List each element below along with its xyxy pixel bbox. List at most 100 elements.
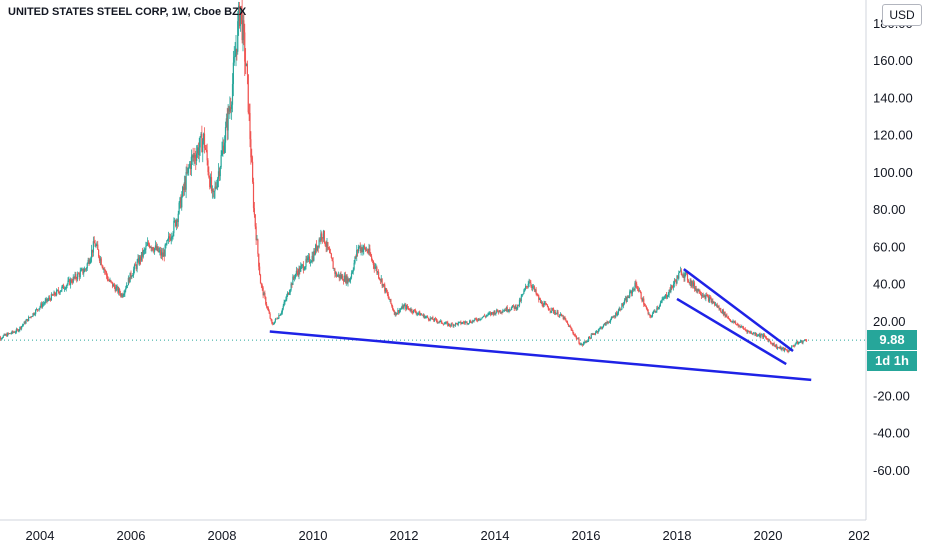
- candle-body: [440, 320, 442, 322]
- candle-body: [414, 310, 416, 313]
- candle-body: [287, 292, 289, 296]
- candle-body: [29, 316, 31, 318]
- candle-body: [145, 246, 147, 250]
- candle-body: [613, 316, 615, 318]
- candle-body: [358, 245, 360, 247]
- candle-body: [462, 322, 464, 324]
- candle-body: [160, 250, 162, 256]
- candle-body: [58, 291, 60, 294]
- candle-body: [562, 315, 564, 319]
- time-tick-label: 2008: [208, 528, 237, 543]
- candle-body: [411, 309, 413, 312]
- candle-body: [520, 296, 522, 302]
- candle-body: [203, 133, 205, 142]
- candle-body: [603, 323, 605, 325]
- candle-body: [226, 118, 228, 131]
- candle-body: [65, 285, 67, 289]
- candle-body: [672, 283, 675, 288]
- candle-body: [225, 118, 227, 127]
- candle-body: [347, 278, 349, 284]
- candle-body: [509, 309, 511, 311]
- candle-body: [371, 259, 374, 261]
- candle-body: [117, 286, 119, 293]
- candle-body: [400, 308, 402, 310]
- candle-body: [397, 310, 399, 314]
- candle-body: [255, 226, 257, 241]
- candle-body: [769, 340, 771, 342]
- candle-body: [198, 147, 200, 155]
- candle-body: [289, 289, 291, 293]
- candle-body: [147, 242, 150, 245]
- candle-body: [434, 318, 437, 320]
- candle-body: [472, 320, 474, 322]
- candle-body: [721, 311, 723, 314]
- candle-body: [394, 312, 396, 315]
- candle-body: [88, 260, 90, 264]
- time-axis[interactable]: 2004 2006 2008 2010 2012 2014 2016 2018 2020 202: [26, 528, 870, 543]
- candle-body: [72, 276, 74, 283]
- candle-body: [540, 301, 542, 303]
- candle-body: [467, 323, 469, 325]
- candle-body: [476, 318, 478, 321]
- candle-body: [471, 320, 473, 324]
- bar-countdown-badge: 1d 1h: [867, 351, 917, 372]
- candle-body: [695, 288, 697, 292]
- candle-body: [152, 247, 154, 251]
- candle-body: [51, 294, 53, 296]
- candle-body: [530, 282, 532, 286]
- trendline[interactable]: [269, 330, 812, 382]
- candle-body: [205, 149, 207, 151]
- candle-body: [114, 286, 116, 292]
- candle-body: [511, 307, 513, 310]
- candle-body: [43, 303, 45, 304]
- candle-body: [378, 271, 380, 278]
- candle-body: [112, 282, 114, 287]
- candle-body: [694, 288, 696, 289]
- candle-body: [317, 245, 319, 248]
- candle-body: [95, 245, 97, 247]
- candle-body: [132, 275, 134, 277]
- candle-body: [753, 332, 755, 334]
- candle-body: [620, 309, 622, 311]
- candle-body: [122, 295, 124, 297]
- candle-body: [263, 293, 265, 296]
- candle-body: [664, 296, 666, 299]
- trendline[interactable]: [683, 268, 794, 353]
- candle-body: [168, 236, 171, 239]
- candle-body: [636, 284, 638, 289]
- candle-body: [156, 246, 158, 250]
- candle-body: [266, 304, 268, 307]
- candle-body: [221, 150, 223, 156]
- currency-button[interactable]: USD: [882, 4, 922, 26]
- candle-body: [12, 331, 14, 333]
- candle-body: [140, 252, 143, 261]
- candle-body: [747, 330, 749, 333]
- candle-body: [119, 289, 121, 294]
- price-axis[interactable]: 200.00180.00160.00140.00120.00100.0080.0…: [873, 0, 913, 478]
- candle-body: [490, 312, 493, 315]
- candle-body: [787, 351, 789, 352]
- candle-body: [372, 260, 374, 266]
- trendline[interactable]: [676, 297, 787, 366]
- candle-body: [47, 299, 49, 301]
- candle-body: [504, 309, 507, 311]
- candle-body: [23, 321, 25, 325]
- candle-body: [63, 288, 66, 290]
- price-tick-label: -40.00: [873, 426, 910, 441]
- price-tick-label: 140.00: [873, 90, 913, 105]
- candle-body: [497, 309, 499, 312]
- candle-body: [427, 317, 430, 320]
- candle-body: [186, 172, 188, 173]
- candle-body: [784, 348, 786, 351]
- candle-body: [715, 304, 717, 306]
- candle-body: [230, 107, 232, 109]
- candle-body: [79, 271, 81, 278]
- candle-body: [722, 310, 724, 315]
- candle-body: [671, 285, 673, 287]
- price-tick-label: 40.00: [873, 277, 906, 292]
- candle-body: [223, 145, 225, 153]
- trendline-group[interactable]: [269, 268, 812, 382]
- candle-body: [495, 312, 497, 315]
- candle-body: [730, 320, 732, 323]
